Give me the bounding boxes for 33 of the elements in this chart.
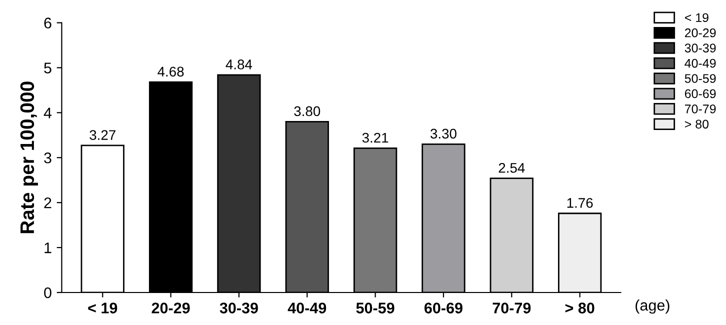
legend-label: < 19 xyxy=(684,13,708,22)
data-label: 2.54 xyxy=(498,162,525,173)
legend-label: 60-69 xyxy=(684,89,716,98)
x-tick-label: 60-69 xyxy=(424,302,462,314)
y-tick-label: 0 xyxy=(44,287,52,298)
legend-label: 20-29 xyxy=(684,28,716,38)
y-tick-label: 1 xyxy=(44,242,52,254)
data-label: 3.30 xyxy=(430,128,456,139)
legend-label: 40-49 xyxy=(684,58,716,68)
data-label: 3.27 xyxy=(90,130,116,140)
y-tick-label: 6 xyxy=(44,18,52,28)
y-tick-label: 5 xyxy=(44,62,52,74)
x-tick-label: 50-59 xyxy=(356,302,394,314)
data-label: 3.80 xyxy=(294,106,320,116)
y-tick-label: 3 xyxy=(44,152,52,164)
data-label: 4.84 xyxy=(226,60,252,70)
x-tick-label: 40-49 xyxy=(288,302,326,314)
data-label: 3.21 xyxy=(362,132,388,143)
legend-label: > 80 xyxy=(684,120,709,129)
x-tick-label: 20-29 xyxy=(152,302,190,314)
legend-label: 30-39 xyxy=(684,44,716,52)
y-tick-label: 4 xyxy=(44,108,52,118)
x-tick-label: 30-39 xyxy=(220,302,258,314)
legend-label: 70-79 xyxy=(684,104,716,114)
x-tick-label: 70-79 xyxy=(492,302,531,314)
y-axis-title: Rate per 100,000 xyxy=(20,82,38,234)
y-tick-label: 2 xyxy=(44,197,52,208)
data-label: 4.68 xyxy=(158,66,184,77)
legend-label: 50-59 xyxy=(684,74,716,83)
x-axis-title: (age) xyxy=(636,299,670,314)
data-label: 1.76 xyxy=(567,198,593,208)
x-tick-label: < 19 xyxy=(88,302,118,314)
x-tick-label: > 80 xyxy=(565,302,594,314)
